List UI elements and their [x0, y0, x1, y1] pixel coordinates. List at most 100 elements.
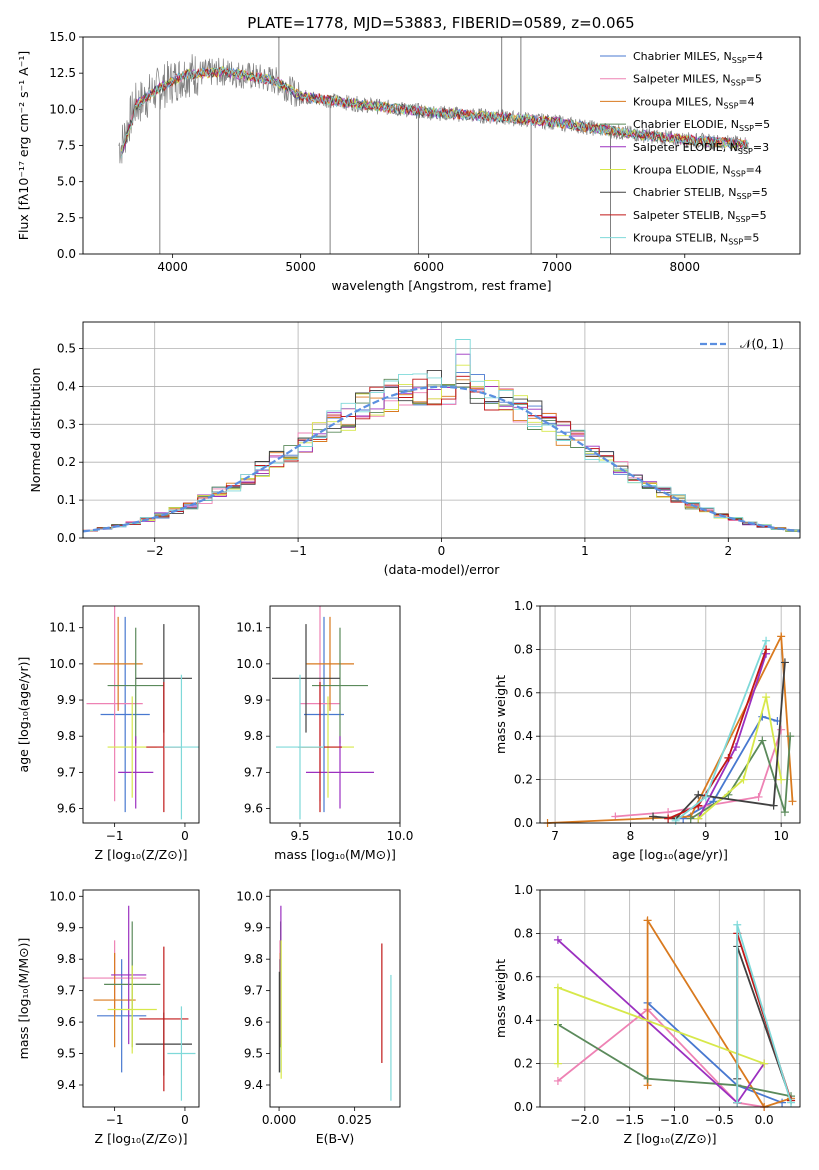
legend-label: Salpeter MILES, NSSP=5: [633, 73, 762, 88]
legend-label: Kroupa ELODIE, NSSP=4: [633, 164, 762, 179]
x-tick-label: 0.000: [262, 1113, 296, 1127]
legend-label: Chabrier STELIB, NSSP=5: [633, 186, 768, 201]
data-marker: [664, 814, 673, 823]
data-marker: [769, 801, 778, 810]
y-tick-label: 9.5: [57, 1047, 76, 1061]
y-axis-label: mass weight: [493, 675, 508, 754]
y-tick-label: 9.8: [244, 729, 263, 743]
y-tick-label: 0.0: [57, 531, 76, 545]
data-marker: [777, 725, 786, 734]
axes-frame: [269, 605, 401, 824]
axes-frame: [539, 889, 801, 1108]
y-tick-label: 9.9: [57, 693, 76, 707]
data-marker: [686, 814, 695, 823]
histogram-kroupa-stelib: [82, 339, 800, 538]
series-line: [557, 986, 765, 1065]
y-tick-label: 5.0: [57, 175, 76, 189]
axes-frame: [82, 36, 801, 255]
x-tick-label: 9: [702, 829, 710, 843]
histogram-salpeter-stelib: [82, 375, 800, 538]
y-tick-label: 10.1: [236, 621, 263, 635]
y-tick-label: 0.5: [57, 342, 76, 356]
data-marker: [694, 814, 703, 823]
data-marker: [694, 790, 703, 799]
normal-curve: [82, 385, 801, 533]
y-axis-label: mass weight: [493, 959, 508, 1038]
axes-frame: [82, 889, 200, 1108]
legend-label: 𝒩(0, 1): [740, 337, 784, 351]
y-tick-label: 0.2: [514, 1057, 533, 1071]
y-tick-label: 9.4: [57, 1078, 76, 1092]
x-axis-label: E(B-V): [316, 1131, 355, 1146]
x-tick-label: −2: [146, 544, 164, 558]
y-tick-label: 7.5: [57, 139, 76, 153]
data-marker: [553, 1076, 562, 1085]
x-tick-label: −1: [106, 829, 124, 843]
y-tick-label: 9.9: [57, 921, 76, 935]
data-marker: [671, 816, 680, 825]
y-tick-label: 0.3: [57, 417, 76, 431]
y-tick-label: 9.6: [244, 802, 263, 816]
y-tick-label: 9.8: [57, 952, 76, 966]
data-marker: [758, 736, 767, 745]
series-line: [667, 649, 767, 820]
y-tick-label: 9.5: [244, 1047, 263, 1061]
series-line: [557, 939, 765, 1105]
x-tick-label: −0.5: [705, 1113, 734, 1127]
axes-frame: [269, 889, 401, 1108]
y-tick-label: 9.6: [57, 802, 76, 816]
data-marker: [787, 1098, 796, 1107]
x-tick-label: 10: [774, 829, 789, 843]
data-marker: [777, 632, 786, 641]
data-marker: [762, 693, 771, 702]
x-tick-label: −1.0: [660, 1113, 689, 1127]
y-tick-label: 2.5: [57, 211, 76, 225]
legend-label: Salpeter STELIB, NSSP=5: [633, 209, 767, 224]
series-line: [646, 917, 792, 1109]
legend-label: Kroupa MILES, NSSP=4: [633, 95, 755, 110]
x-tick-label: 7: [551, 829, 559, 843]
x-tick-label: 8000: [669, 260, 700, 274]
data-marker: [553, 1059, 562, 1068]
y-tick-label: 9.6: [57, 1015, 76, 1029]
y-tick-label: 1.0: [514, 599, 533, 613]
x-axis-label: (data-model)/error: [384, 562, 501, 577]
y-tick-label: 9.8: [57, 729, 76, 743]
chart-layer: 4000 5000 6000 7000 80000.02.55.07.510.012.5…: [16, 30, 801, 1146]
data-marker: [733, 1098, 742, 1107]
y-axis-label: age [log₁₀(age/yr)]: [16, 657, 31, 773]
y-tick-label: 0.0: [514, 816, 533, 830]
y-axis-label: mass [log₁₀(M/M⊙)]: [16, 938, 31, 1060]
axes-frame: [82, 605, 200, 824]
y-tick-label: 10.0: [236, 657, 263, 671]
series-line: [557, 1023, 792, 1098]
legend-label: Salpeter ELODIE, NSSP=3: [633, 141, 769, 156]
y-tick-label: 9.7: [244, 984, 263, 998]
y-tick-label: 9.9: [244, 693, 263, 707]
y-tick-label: 10.1: [49, 621, 76, 635]
x-axis-label: mass [log₁₀(M/M⊙)]: [274, 847, 396, 862]
y-tick-label: 0.0: [514, 1100, 533, 1114]
y-tick-label: 9.7: [57, 765, 76, 779]
series-line: [557, 1008, 765, 1108]
x-axis-label: wavelength [Angstrom, rest frame]: [331, 278, 551, 293]
model-spectrum-kroupa-stelib: [121, 65, 749, 158]
data-marker: [777, 775, 786, 784]
data-marker: [731, 743, 740, 752]
y-tick-label: 9.4: [244, 1078, 263, 1092]
x-tick-label: −1: [106, 1113, 124, 1127]
x-tick-label: 0: [181, 1113, 189, 1127]
y-tick-label: 0.4: [57, 379, 76, 393]
data-marker: [786, 732, 795, 741]
y-tick-label: 9.7: [244, 765, 263, 779]
y-axis-label: Normed distribution: [28, 368, 43, 493]
y-tick-label: 0.1: [57, 493, 76, 507]
data-marker: [553, 935, 562, 944]
axes-frame: [539, 605, 801, 824]
x-tick-label: −2.0: [570, 1113, 599, 1127]
x-tick-label: 6000: [413, 260, 444, 274]
x-tick-label: 2: [724, 544, 732, 558]
y-tick-label: 10.0: [236, 889, 263, 903]
x-axis-label: Z [log₁₀(Z/Z⊙)]: [624, 1131, 717, 1146]
y-axis-label: Flux [fλ10⁻¹⁷ erg cm⁻² s⁻¹ A⁻¹]: [16, 51, 31, 240]
